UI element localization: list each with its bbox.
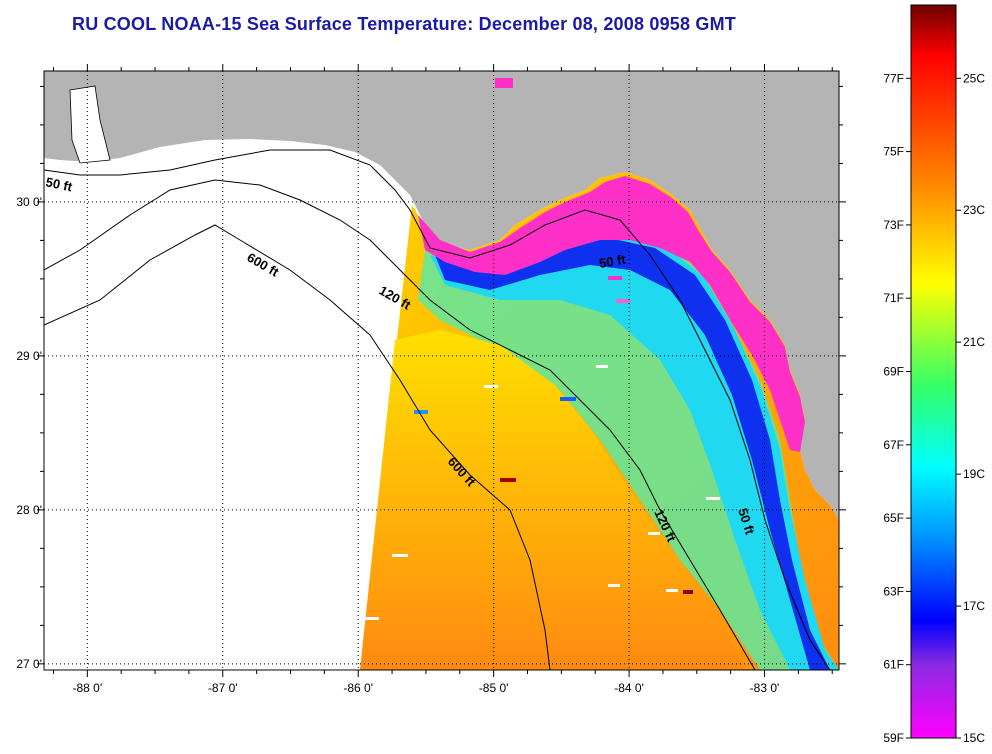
colorbar-c-label: 19C [963,467,985,481]
sst-blue-band [435,236,830,670]
colorbar-c-label: 21C [963,335,985,349]
colorbar-f-label: 75F [883,145,904,159]
colorbar-f-label: 65F [883,511,904,525]
colorbar-f-label: 71F [883,291,904,305]
lat-tick-label: 28 0' [16,503,42,517]
lon-tick-label: -84 0' [614,681,644,695]
contour-50ft [44,149,831,670]
colorbar-f-label: 73F [883,218,904,232]
contour-label: 50 ft [44,174,74,194]
contour-120ft [44,179,756,670]
axes: -88 0' -87 0' -86 0' -85 0' -84 0' -83 0' 27 0… [16,64,846,695]
lon-tick-label: -87 0' [208,681,238,695]
bay [69,85,111,164]
colorbar-f-label: 67F [883,438,904,452]
contour-600ft [44,224,551,670]
chart-title: RU COOL NOAA-15 Sea Surface Temperature:… [72,14,736,34]
colorbar-f-label: 77F [883,71,904,85]
anomaly-pixels [414,78,693,594]
colorbar-labels: 77F 75F 73F 71F 69F 67F 65F 63F 61F 59F 25C 23C 21C 1… [883,71,985,745]
colorbar-f-label: 63F [883,584,904,598]
colorbar [910,4,957,739]
sst-nearshore-band [418,176,805,452]
colorbar-c-label: 15C [963,731,985,745]
sst-warm-water [360,330,745,670]
lat-tick-label: 30 0' [16,195,42,209]
cloud-flags [365,365,720,620]
colorbar-f-label: 59F [883,731,904,745]
lon-tick-label: -85 0' [479,681,509,695]
lat-tick-label: 29 0' [16,349,42,363]
contour-label: 50 ft [598,251,628,271]
plot-frame [43,70,840,671]
colorbar-f-label: 69F [883,365,904,379]
lon-tick-label: -88 0' [73,681,103,695]
colorbar-c-label: 23C [963,203,985,217]
lon-tick-label: -83 0' [750,681,780,695]
colorbar-c-label: 17C [963,599,985,613]
lon-tick-label: -86 0' [343,681,373,695]
colorbar-c-label: 25C [963,71,985,85]
land [44,71,839,520]
colorbar-f-label: 61F [883,658,904,672]
depth-contours [44,149,831,670]
grid-lines [44,71,839,670]
sst-cyan-band [430,232,839,670]
lat-tick-label: 27 0' [16,657,42,671]
